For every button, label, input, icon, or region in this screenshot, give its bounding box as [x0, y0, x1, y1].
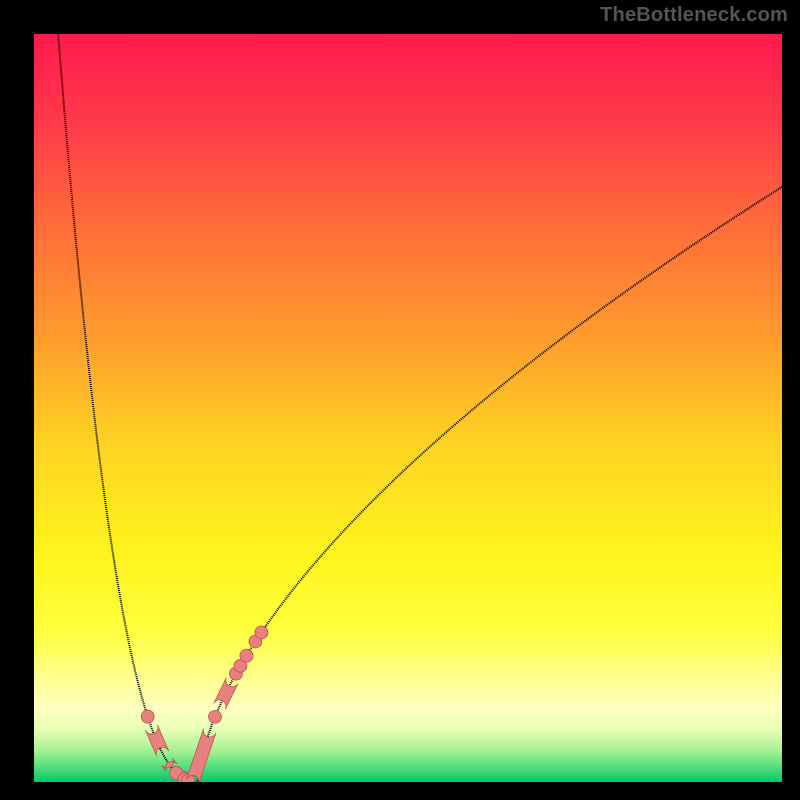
plot-area: [34, 34, 782, 782]
marker-bead: [141, 710, 154, 723]
chart-frame: TheBottleneck.com: [0, 0, 800, 800]
marker-bead: [255, 626, 268, 639]
watermark-text: TheBottleneck.com: [600, 4, 788, 27]
marker-bead: [240, 649, 253, 662]
plot-svg: [34, 34, 782, 782]
gradient-background: [34, 34, 782, 782]
marker-bead: [209, 710, 222, 723]
